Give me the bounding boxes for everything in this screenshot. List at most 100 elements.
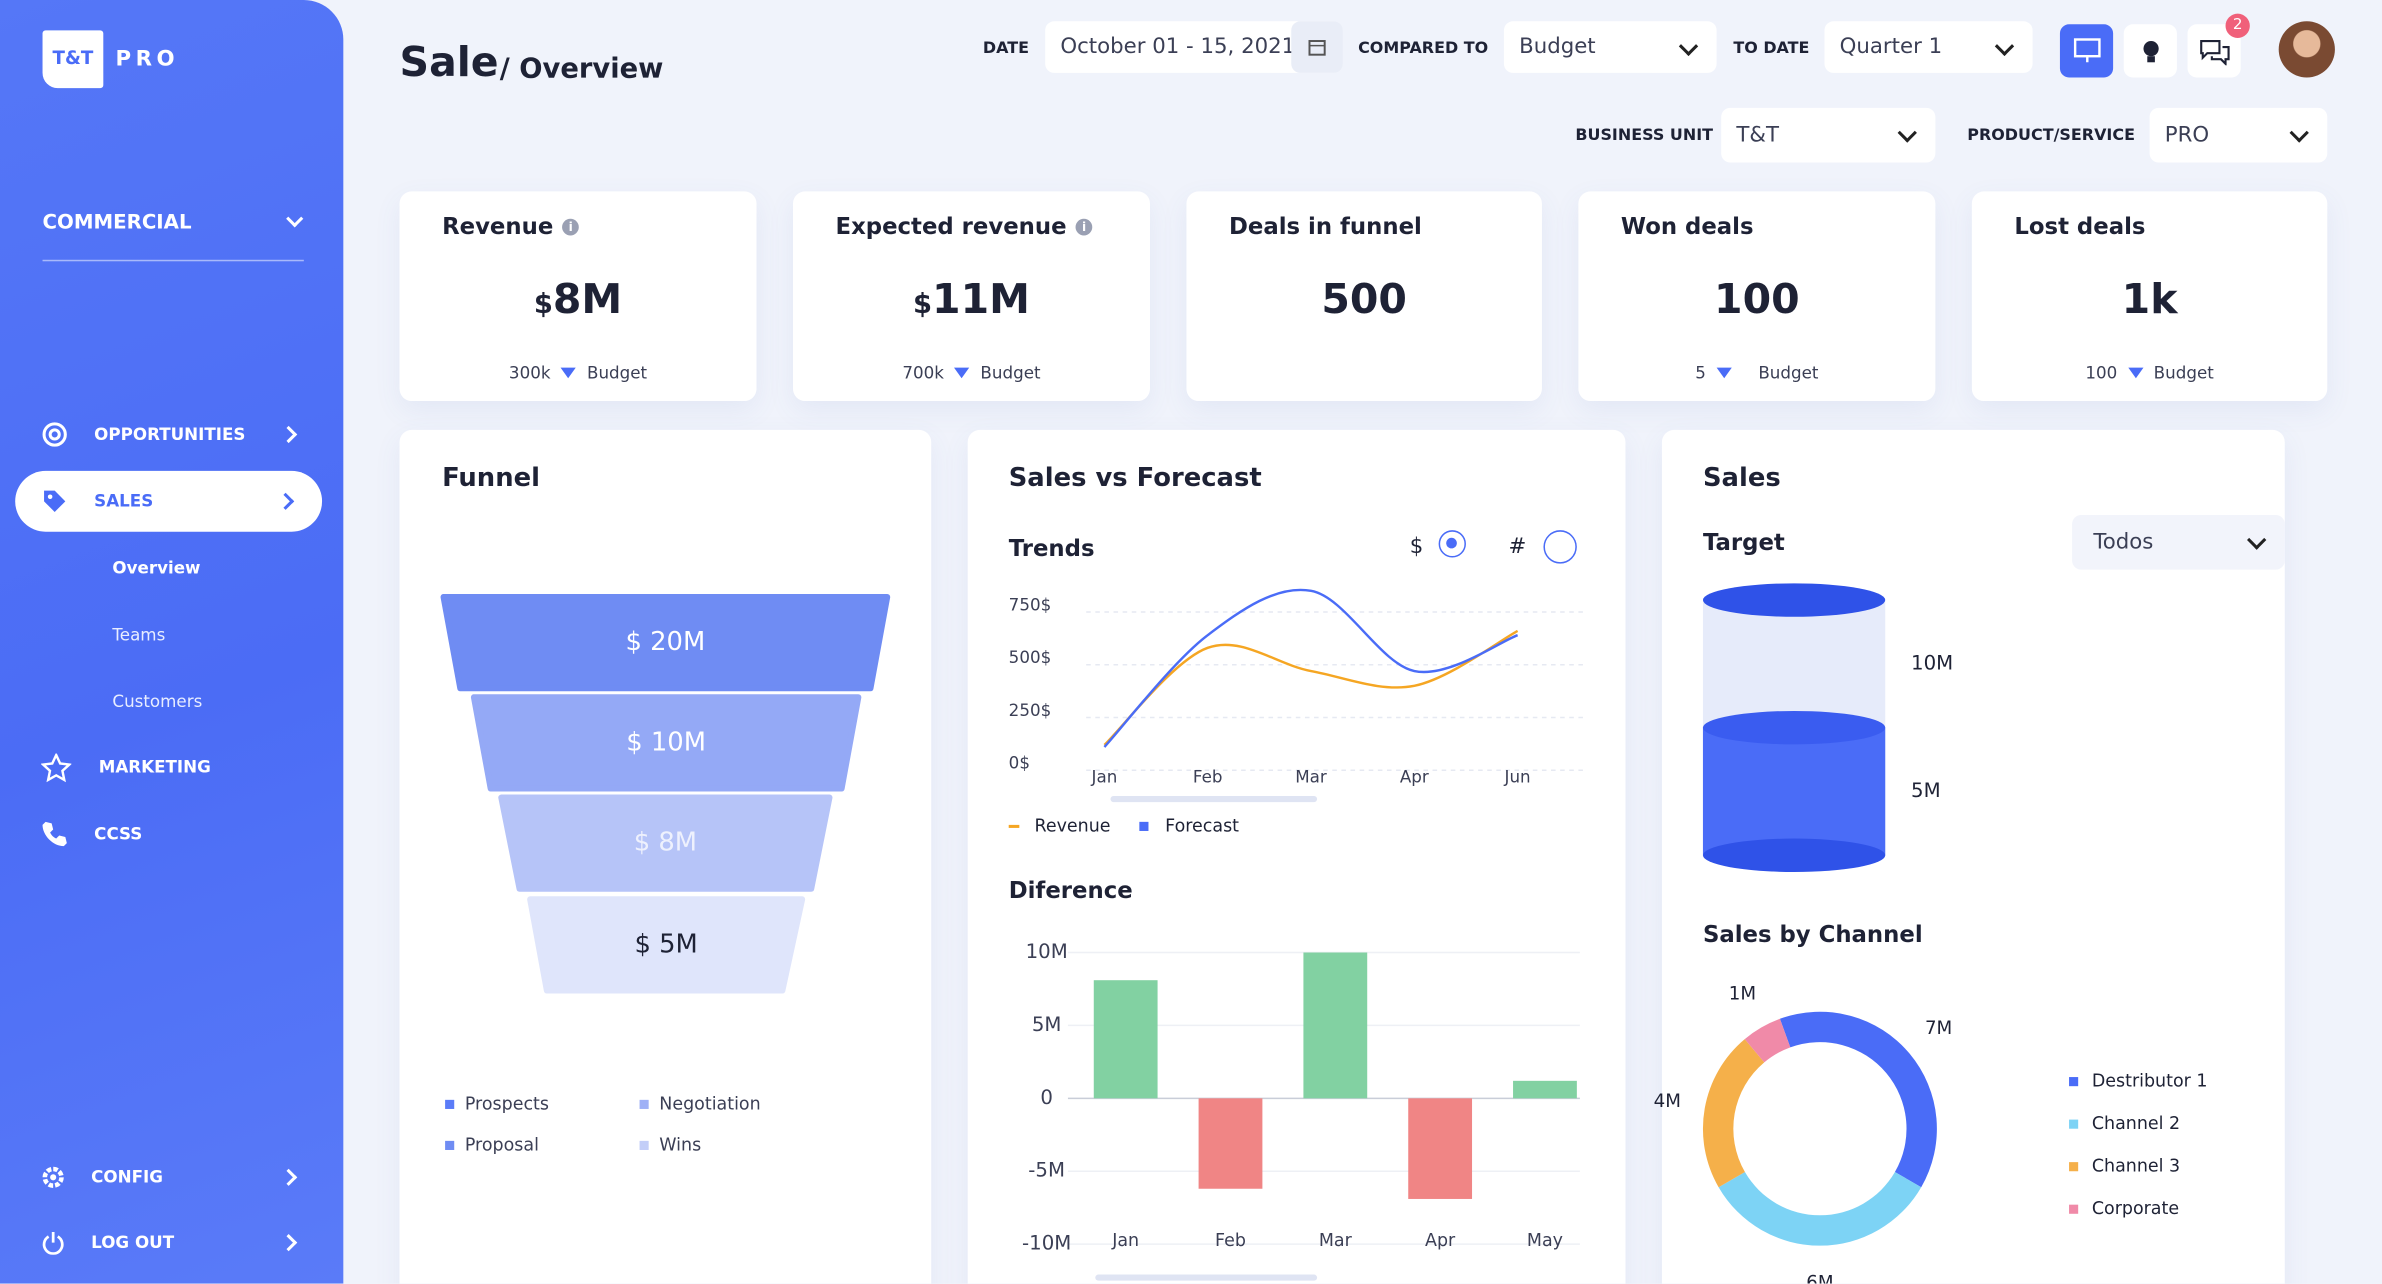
kpi-title-text: Expected revenue [835,212,1067,241]
funnel-level [470,694,862,792]
filter-value: October 01 - 15, 2021 [1060,34,1296,60]
kpi-title: Deals in funnel [1228,212,1422,241]
menu-item[interactable]: CCSS [94,824,143,844]
kpi-value: $11M [793,276,1150,323]
kpi-card: Lost deals 1k 100 Budget [1971,191,2328,402]
panel-title: Sales vs Forecast [1008,463,1262,494]
down-arrow [561,367,577,379]
funnel-level [498,794,833,892]
x-tick-label: Mar [1319,1231,1353,1251]
menu-item-active[interactable] [15,470,323,532]
menu-item[interactable]: MARKETING [98,757,211,778]
icon-screen [2073,38,2101,63]
filter-label: TO DATE [1733,39,1810,58]
filter-value: Budget [1519,34,1596,60]
y-tick-label: 0 [1040,1086,1053,1109]
bar [1513,1080,1577,1099]
submenu-item[interactable]: Teams [112,625,166,645]
funnel-label: $ 5M [634,929,697,959]
y-tick-label: 250$ [1009,700,1052,720]
delta-value: 700k [902,363,944,383]
legend-label: Prospects [465,1094,549,1114]
screen-button[interactable] [2059,24,2114,78]
line-series [1103,588,1519,748]
x-tick-label: Mar [1295,766,1327,786]
chart-title: Target [1702,528,1785,557]
kpi-prefix: $ [533,288,553,321]
info-icon[interactable]: i [562,218,580,236]
radio[interactable] [1543,530,1577,564]
kpi-title: Won deals [1620,212,1754,241]
icon-gear [42,1166,64,1188]
bar [1198,1098,1263,1189]
value-label: 6M [1806,1273,1833,1284]
dropdown[interactable]: Todos [2072,514,2285,570]
icon-target [42,422,67,447]
section-title[interactable]: COMMERCIAL [42,211,192,235]
menu-item[interactable]: SALES [94,491,154,512]
kpi-delta: 300k Budget [400,363,757,383]
dropdown[interactable]: PRO [2149,107,2328,163]
submenu-item[interactable]: Overview [112,558,201,579]
delta-value: 300k [508,363,551,383]
divider [42,259,304,262]
legend-label: Wins [659,1135,701,1155]
value-label: 4M [1654,1091,1681,1112]
kpi-value: $8M [400,276,757,323]
x-tick-label: Jun [1504,766,1531,786]
kpi-title: Lost deals [2014,212,2146,241]
y-tick-label: 750$ [1009,594,1052,614]
delta-reference: Budget [1758,363,1819,383]
kpi-delta: 5 Budget [1578,363,1935,383]
filter-label: DATE [982,39,1030,58]
dropdown[interactable]: T&T [1721,107,1936,163]
dropdown-value: Todos [2093,530,2154,555]
legend-label: Proposal [465,1135,539,1155]
icon-tag [44,490,66,512]
filter-label: COMPARED TO [1358,39,1489,58]
menu-item[interactable]: CONFIG [91,1167,163,1188]
date-picker[interactable]: October 01 - 15, 2021 [1045,21,1343,73]
icon-star [41,753,72,783]
cylinder-bottom [1702,838,1886,872]
x-tick-label: Jan [1111,1231,1139,1251]
y-tick-label: -5M [1028,1159,1065,1182]
dropdown[interactable]: Quarter 1 [1824,21,2033,73]
kpi-value: 100 [1714,276,1800,324]
submenu-item[interactable]: Customers [112,691,203,712]
icon-chat [2200,39,2230,66]
down-arrow [954,367,970,379]
funnel-level [440,593,891,692]
info-icon[interactable]: i [1075,218,1093,236]
logo-text: T&T [52,47,94,69]
logo[interactable]: T&T [42,30,104,89]
dropdown[interactable]: Budget [1503,21,1717,73]
kpi-prefix: $ [912,288,933,321]
funnel-level [527,896,806,994]
idea-button[interactable] [2123,24,2177,78]
value-label: 1M [1729,984,1756,1005]
x-tick-label: Feb [1193,766,1223,786]
filter-label: BUSINESS UNIT [1575,126,1714,145]
bar [1408,1098,1473,1199]
kpi-number: 11M [932,276,1030,324]
kpi-card: Won deals 100 5 Budget [1578,191,1936,402]
kpi-title-text: Revenue [442,212,554,241]
menu-item[interactable]: OPPORTUNITIES [94,424,246,445]
icon-phone [42,821,67,847]
cylinder-top [1702,583,1886,617]
radio-selected[interactable] [1438,530,1466,558]
avatar[interactable] [2278,21,2335,78]
legend-label: Corporate [2092,1199,2179,1219]
calendar-button[interactable] [1291,21,1343,73]
brand: PRO [115,47,180,72]
menu-item[interactable]: LOG OUT [91,1232,175,1253]
panel-title: Sales [1702,463,1781,494]
x-tick-label: Jan [1091,766,1118,786]
donut-segment [1744,1018,1791,1063]
filter-label: PRODUCT/SERVICE [1967,126,2135,145]
legend-swatch [445,1140,455,1150]
icon-power [42,1232,64,1255]
